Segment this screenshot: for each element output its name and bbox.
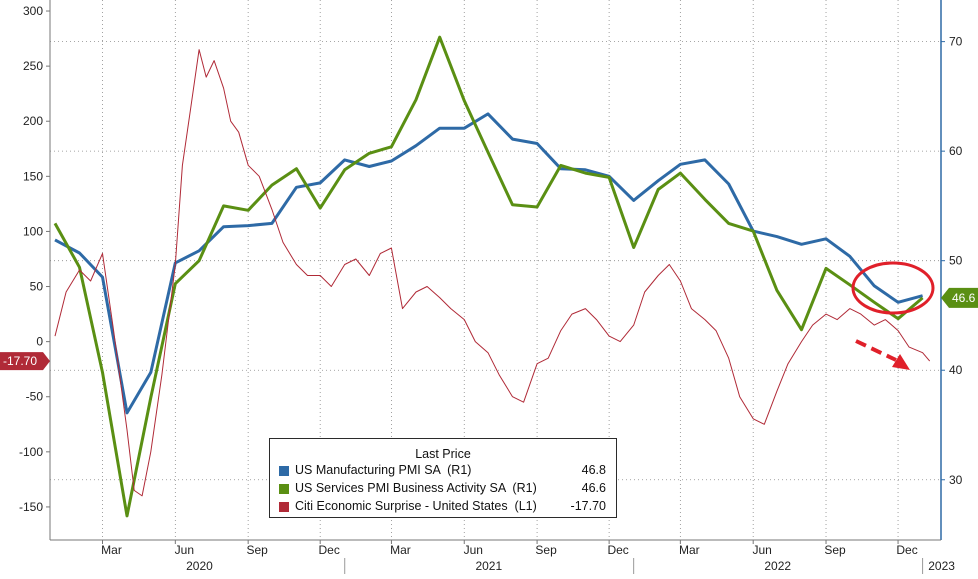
legend-entry-label: Citi Economic Surprise - United States (…: [295, 499, 537, 513]
left-tick-label: 250: [23, 59, 43, 73]
legend-entry-value: -17.70: [570, 499, 606, 513]
legend-entry-value: 46.6: [581, 481, 606, 495]
series-line-services-pmi: [53, 35, 924, 518]
right-tick-label: 70: [949, 35, 963, 49]
legend-entry-services: US Services PMI Business Activity SA (R1…: [279, 481, 606, 497]
left-tick-label: 200: [23, 114, 43, 128]
x-tick-label: Jun: [753, 543, 772, 557]
highlight-circle: [851, 261, 935, 315]
left-tick-label: 100: [23, 224, 43, 238]
legend-swatch-blue: [279, 466, 289, 476]
x-tick-label: Jun: [464, 543, 483, 557]
right-tick-label: 60: [949, 144, 963, 158]
left-tick-label: 150: [23, 169, 43, 183]
series-lines: [53, 35, 931, 518]
right-tick-label: 50: [949, 254, 963, 268]
left-tick-label: 0: [36, 335, 43, 349]
series-line-citi-surprise: [54, 49, 931, 497]
legend: Last Price US Manufacturing PMI SA (R1) …: [269, 438, 617, 518]
x-year-label: 2020: [186, 559, 213, 573]
x-tick-label: Mar: [679, 543, 700, 557]
x-tick-label: Dec: [319, 543, 340, 557]
x-tick-label: Jun: [175, 543, 194, 557]
x-tick-label: Dec: [607, 543, 628, 557]
x-tick-label: Sep: [824, 543, 846, 557]
last-price-labels: 46.6 -17.70: [0, 287, 978, 371]
x-year-label: 2023: [928, 559, 955, 573]
axes: 300 250 200 150 100 50 0 -50 -100 -150 70 60 50 40 30 M…: [19, 0, 963, 574]
annotations: [851, 261, 935, 370]
legend-entry-label: US Services PMI Business Activity SA (R1…: [295, 481, 537, 495]
downtrend-arrow-head: [892, 354, 910, 370]
legend-title: Last Price: [415, 447, 471, 461]
x-tick-label: Dec: [896, 543, 917, 557]
right-last-price-badge: [941, 287, 978, 308]
downtrend-arrow-shaft: [855, 339, 897, 362]
left-last-price-label: -17.70: [3, 354, 37, 368]
x-year-label: 2022: [764, 559, 791, 573]
left-tick-label: 300: [23, 4, 43, 18]
legend-entry-value: 46.8: [581, 463, 606, 477]
right-last-price-label: 46.6: [952, 291, 976, 305]
legend-entry-label: US Manufacturing PMI SA (R1): [295, 463, 472, 477]
left-last-price-badge: [0, 352, 50, 371]
series-line-manufacturing-pmi: [54, 112, 923, 415]
legend-swatch-green: [279, 484, 289, 494]
x-tick-label: Mar: [101, 543, 122, 557]
legend-swatch-red: [279, 502, 289, 512]
right-tick-label: 40: [949, 363, 963, 377]
left-tick-label: -100: [19, 445, 43, 459]
legend-entry-manufacturing: US Manufacturing PMI SA (R1) 46.8: [279, 463, 606, 479]
left-tick-label: -150: [19, 500, 43, 514]
x-tick-label: Sep: [535, 543, 557, 557]
right-tick-label: 30: [949, 473, 963, 487]
legend-entry-citi: Citi Economic Surprise - United States (…: [279, 499, 606, 515]
x-tick-label: Sep: [246, 543, 268, 557]
left-tick-label: -50: [26, 390, 44, 404]
left-tick-label: 50: [30, 280, 44, 294]
x-tick-label: Mar: [390, 543, 411, 557]
x-year-label: 2021: [475, 559, 502, 573]
